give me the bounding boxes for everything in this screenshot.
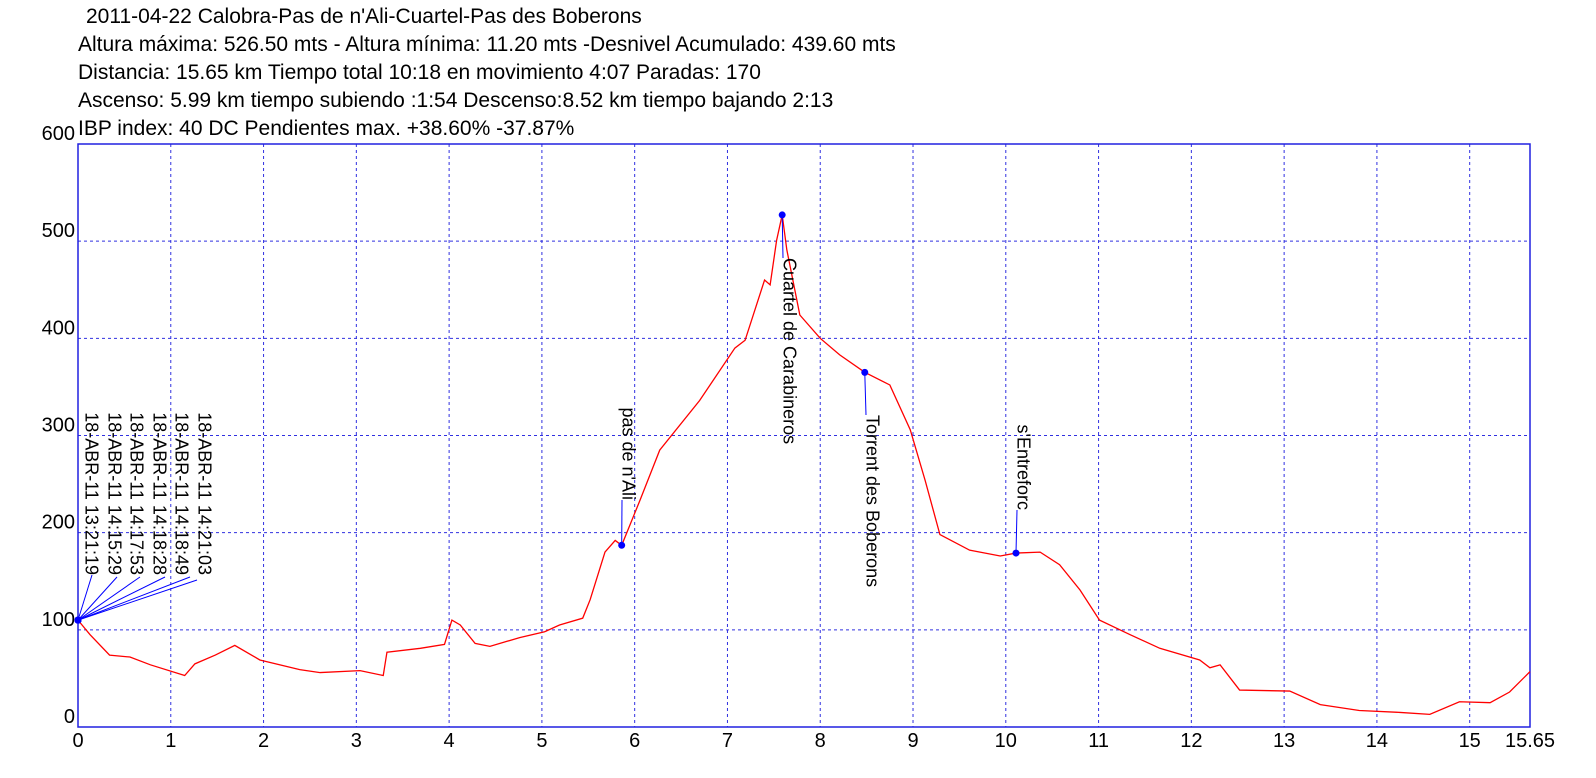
x-tick-label: 14 <box>1366 730 1388 752</box>
x-tick-label: 5 <box>536 730 547 752</box>
waypoint-label: 18-ABR-11 14:18:28 <box>149 412 169 575</box>
y-tick-label: 0 <box>64 706 75 728</box>
waypoint-leader <box>781 214 784 259</box>
plot-border <box>77 143 1531 728</box>
elevation-line <box>77 214 1531 716</box>
y-tick-label: 500 <box>42 220 75 242</box>
x-tick-label: 6 <box>629 730 640 752</box>
subtitle-line: Altura máxima: 526.50 mts - Altura mínim… <box>78 33 896 56</box>
waypoint-label: 18-ABR-11 13:21:19 <box>81 412 101 575</box>
waypoint-leader <box>77 576 166 621</box>
subtitle-line: IBP index: 40 DC Pendientes max. +38.60%… <box>78 117 574 140</box>
waypoint-leader <box>77 574 93 621</box>
x-tick-label: 8 <box>815 730 826 752</box>
x-tick-label: 3 <box>351 730 362 752</box>
waypoint-leader <box>77 576 141 621</box>
x-tick-label: 2 <box>258 730 269 752</box>
waypoint-label: 18-ABR-11 14:18:49 <box>171 412 191 575</box>
waypoint-marker <box>861 368 869 376</box>
x-tick-label: 4 <box>444 730 455 752</box>
waypoint-label: s'Entreforc <box>1013 425 1033 510</box>
x-tick-label: 12 <box>1180 730 1202 752</box>
x-tick-label: 10 <box>995 730 1017 752</box>
waypoint-label: Cuartel de Carabineros <box>779 258 799 444</box>
x-tick-label: 11 <box>1088 730 1109 752</box>
x-tick-label: 1 <box>165 730 176 752</box>
x-tick-label: 7 <box>722 730 733 752</box>
waypoint-marker <box>618 541 626 549</box>
waypoint-marker <box>1012 549 1020 557</box>
waypoint-leader <box>1015 509 1018 554</box>
subtitle-line: Ascenso: 5.99 km tiempo subiendo :1:54 D… <box>78 89 833 112</box>
y-tick-label: 200 <box>42 512 75 534</box>
waypoint-label: 18-ABR-11 14:21:03 <box>194 412 214 575</box>
waypoint-marker <box>778 211 786 219</box>
x-tick-label: 9 <box>907 730 918 752</box>
x-tick-label: 0 <box>72 730 83 752</box>
waypoint-label: Torrent des Boberons <box>862 415 882 587</box>
waypoint-leader <box>77 579 198 621</box>
waypoint-label: 18-ABR-11 14:17:53 <box>126 412 146 575</box>
subtitle-line: Distancia: 15.65 km Tiempo total 10:18 e… <box>78 61 761 84</box>
waypoint-marker <box>74 616 82 624</box>
waypoint-leader <box>864 372 867 416</box>
x-tick-label: 15 <box>1459 730 1481 752</box>
y-tick-label: 300 <box>42 415 75 437</box>
y-tick-label: 600 <box>42 123 75 145</box>
y-tick-label: 400 <box>42 317 75 339</box>
waypoint-leader <box>77 576 191 621</box>
waypoint-label: 18-ABR-11 14:15:29 <box>104 412 124 575</box>
waypoint-leader <box>77 576 118 621</box>
waypoint-label: pas de n'Ali <box>618 408 638 501</box>
chart-title: 2011-04-22 Calobra-Pas de n'Ali-Cuartel-… <box>86 5 642 28</box>
y-tick-label: 100 <box>42 609 75 631</box>
x-tick-label: 13 <box>1273 730 1295 752</box>
x-tick-label: 15.65 <box>1505 730 1555 752</box>
